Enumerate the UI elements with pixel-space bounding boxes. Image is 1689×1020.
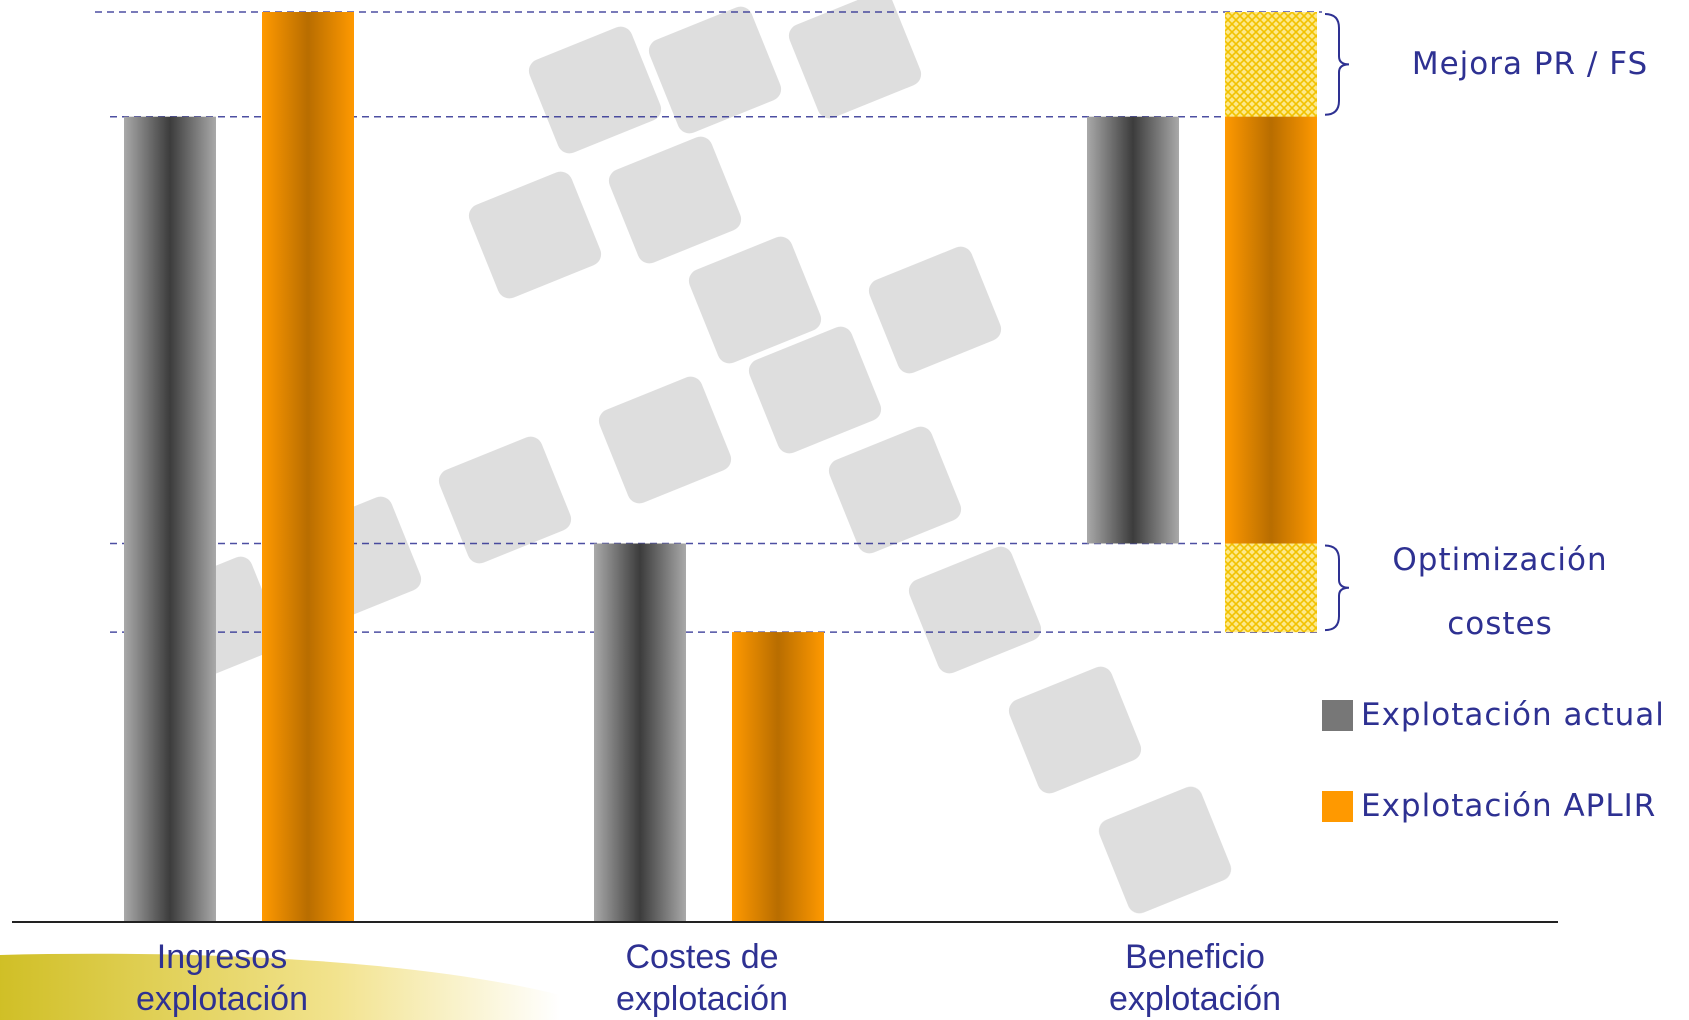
category-label-2-line-0: Beneficio [1125, 938, 1265, 976]
bar-actual-0 [124, 116, 216, 923]
annotation-optimizacion-line1: Optimización [1392, 542, 1608, 578]
category-label-0-line-1: explotación [135, 980, 308, 1018]
annotation-optimizacion: Optimización costes [1350, 528, 1650, 656]
bar-actual-2 [1087, 116, 1179, 544]
annotation-mejora: Mejora PR / FS [1411, 46, 1649, 82]
category-label-0-line-0: Ingresos [156, 938, 288, 976]
category-label-2-line-1: explotación [1108, 980, 1281, 1018]
bars-layer [124, 12, 1317, 923]
improvement-segment-0 [1225, 12, 1317, 117]
bar-aplir-1 [732, 632, 824, 922]
legend-item-aplir: Explotación APLIR [1322, 788, 1656, 824]
category-label-2: Beneficio explotación [1045, 936, 1345, 1020]
legend-label-aplir: Explotación APLIR [1361, 788, 1657, 824]
legend-swatch-aplir [1322, 790, 1353, 822]
category-label-1: Costes de explotación [552, 936, 852, 1020]
annotation-optimizacion-line2: costes [1447, 606, 1553, 642]
background-tiles [148, 0, 1232, 914]
bar-actual-1 [594, 543, 686, 922]
legend-item-actual: Explotación actual [1322, 697, 1665, 733]
brace-1 [1324, 544, 1350, 632]
decorative-swoosh [0, 953, 560, 1020]
legend-label-actual: Explotación actual [1361, 697, 1665, 733]
improvement-segment-1 [1225, 543, 1317, 633]
bar-aplir-0 [262, 12, 354, 922]
braces-layer [1324, 13, 1350, 632]
category-label-0: Ingresos explotación [72, 936, 372, 1020]
category-label-1-line-1: explotación [615, 980, 788, 1018]
legend-swatch-actual [1322, 699, 1353, 731]
brace-0 [1324, 13, 1350, 116]
category-label-1-line-0: Costes de [625, 938, 779, 976]
